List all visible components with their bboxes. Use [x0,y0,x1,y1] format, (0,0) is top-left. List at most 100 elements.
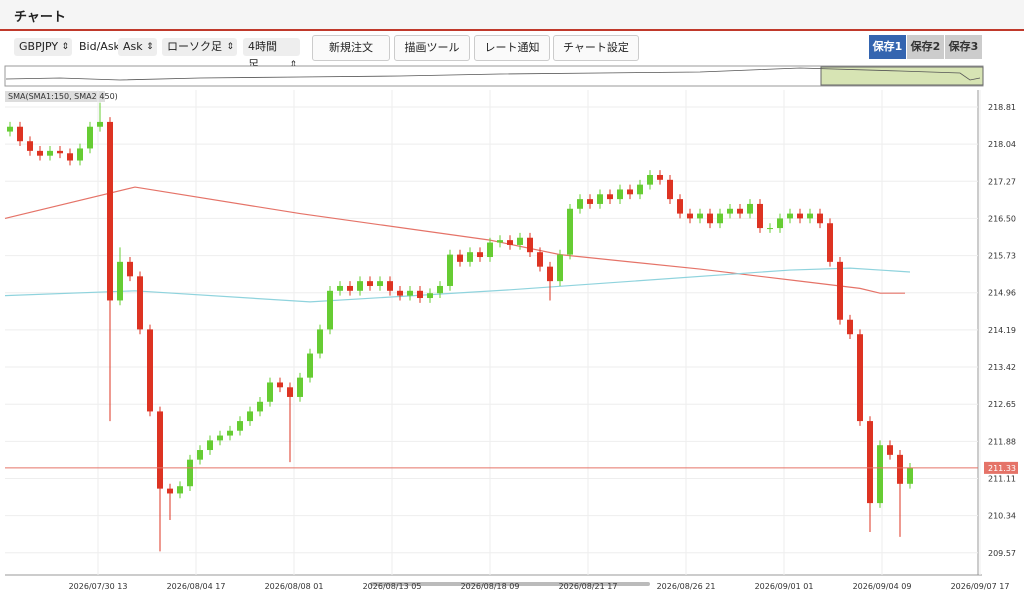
navigator-window[interactable] [820,66,984,86]
candle-body [427,293,433,299]
candle-body [217,435,223,441]
header: チャート [0,0,1024,31]
timeframe-select[interactable]: 4時間足 [243,38,300,74]
y-tick-label: 214.96 [988,289,1016,298]
candle-body [627,189,633,195]
price-label: Bid/Ask [79,40,120,53]
candle-body [37,150,43,156]
candle-body [547,266,553,282]
candle-body [697,213,703,219]
scrollbar[interactable] [370,582,650,586]
candle-body [307,353,313,378]
candle-body [737,208,743,214]
candle-body [337,285,343,291]
candle-body [527,237,533,253]
candle-body [277,382,283,388]
x-tick-label: 2026/08/13 05 [363,582,422,591]
navigator-line [5,67,981,81]
candle-body [827,223,833,262]
candle-body [327,290,333,330]
indicator-label: SMA(SMA1:150, SMA2:450) [8,92,118,101]
candle-body [757,203,763,229]
candle-body [477,252,483,258]
y-tick-label: 217.27 [988,177,1016,186]
candle-body [497,240,503,243]
y-tick-label: 216.50 [988,214,1016,223]
candle-body [177,486,183,494]
current-price-label: 211.33 [988,464,1016,473]
candle-body [397,290,403,296]
alert-button[interactable]: レート通知 [474,35,550,61]
candle-body [807,213,813,219]
candle-body [437,285,443,294]
candle-body [857,334,863,422]
candle-body [797,213,803,219]
save-tab[interactable]: 保存3 [945,35,982,59]
draw-button[interactable]: 描画ツール [394,35,470,61]
header-title: チャート [14,10,66,25]
candle-body [767,228,773,230]
x-tick-label: 2026/08/18 09 [461,582,520,591]
candle-body [97,121,103,127]
y-tick-label: 211.88 [988,437,1016,446]
candle-body [87,126,93,149]
candle-body [147,329,153,412]
candle-body [137,276,143,330]
candle-body [197,450,203,460]
y-tick-label: 213.42 [988,363,1016,372]
candle-body [457,254,463,262]
y-tick-label: 211.11 [988,474,1016,483]
y-tick-label: 214.19 [988,326,1016,335]
x-tick-label: 2026/08/21 17 [559,582,618,591]
candle-body [617,189,623,200]
indicator-badge [5,91,105,102]
candle-body [517,237,523,245]
style-select[interactable]: ローソク足 [162,38,237,56]
y-tick-label: 212.65 [988,400,1016,409]
candle-body [777,218,783,229]
current-price-box [984,461,1018,474]
candle-body [447,254,453,286]
candle-body [557,254,563,282]
order-button[interactable]: 新規注文 [312,35,390,61]
candle-body [817,213,823,224]
symbol-select[interactable]: GBPJPY [14,38,73,56]
candle-body [297,377,303,397]
candle-body [637,184,643,195]
candle-body [267,382,273,402]
settings-button[interactable]: チャート設定 [553,35,639,61]
candle-body [487,242,493,258]
candle-body [387,281,393,291]
candle-body [47,150,53,156]
candle-body [67,153,73,161]
candle-body [7,126,13,132]
candle-body [727,208,733,214]
candle-body [77,148,83,161]
candle-body [287,387,293,397]
sma-line [4,267,911,303]
candle-body [127,261,133,277]
x-tick-label: 2026/08/26 21 [657,582,716,591]
candle-body [167,488,173,494]
candle-body [27,141,33,151]
candle-body [537,252,543,267]
candle-body [317,329,323,354]
save-tab[interactable]: 保存1 [869,35,906,59]
candle-body [347,285,353,291]
candle-body [747,203,753,214]
candle-body [117,261,123,301]
candle-body [667,179,673,200]
y-tick-label: 218.04 [988,140,1016,149]
x-tick-label: 2026/08/08 01 [265,582,324,591]
sma-line [4,186,905,294]
candle-body [227,430,233,436]
save-tab[interactable]: 保存2 [907,35,944,59]
candle-body [607,194,613,200]
candle-body [417,290,423,299]
y-tick-label: 210.34 [988,512,1016,521]
candle-body [237,421,243,431]
side-select[interactable]: Ask [118,38,157,56]
candle-body [677,199,683,214]
